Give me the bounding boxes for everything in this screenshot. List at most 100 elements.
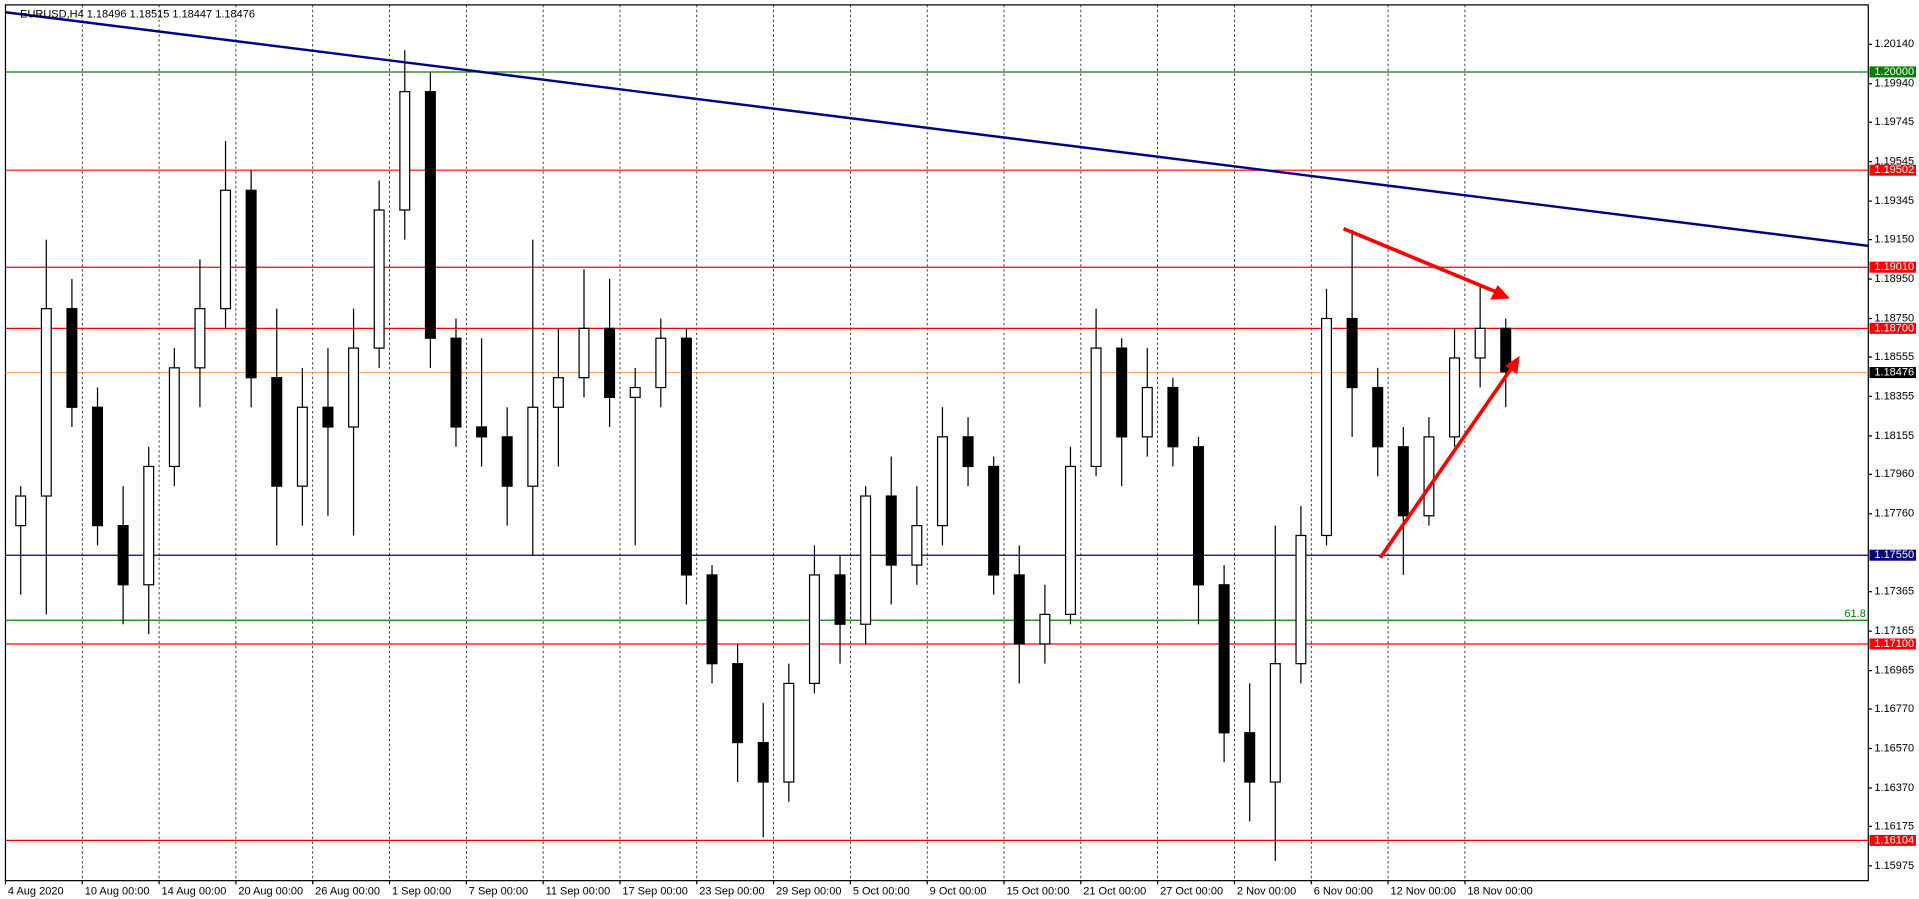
y-tick-label: 1.19345: [1874, 195, 1914, 207]
candle-body: [92, 406, 104, 527]
x-tick-label: 9 Oct 00:00: [930, 886, 987, 898]
y-tick-label: 1.18355: [1874, 390, 1914, 402]
candle-body: [399, 91, 411, 211]
arrow-down: [1342, 227, 1510, 300]
x-tick-label: 23 Sep 00:00: [699, 886, 764, 898]
x-tick-label: 12 Nov 00:00: [1391, 886, 1456, 898]
grid-layer: [81, 4, 1466, 881]
candle-body: [1474, 327, 1486, 359]
y-tick-label: 1.20140: [1874, 38, 1914, 50]
y-tick-label: 1.17760: [1874, 508, 1914, 520]
candle-body: [143, 465, 155, 586]
candle-body: [1090, 347, 1102, 468]
candle-body: [783, 682, 795, 783]
candle-body: [245, 189, 257, 379]
candles-layer: [15, 50, 1512, 861]
candle-body: [168, 367, 180, 468]
y-tick-label: 1.18750: [1874, 312, 1914, 324]
candle-body: [1423, 436, 1435, 517]
candle-body: [271, 377, 283, 487]
x-tick-label: 26 Aug 00:00: [315, 886, 380, 898]
level-label: 1.18700: [1874, 322, 1914, 334]
level-label-box: [1869, 549, 1916, 561]
candle-body: [1192, 446, 1205, 586]
level-label: 1.17550: [1874, 549, 1914, 561]
candle-body: [450, 337, 462, 428]
levels-layer: [5, 71, 1869, 842]
candle-body: [424, 91, 436, 339]
x-tick-label: 20 Aug 00:00: [238, 886, 303, 898]
level-label-box: [1869, 322, 1916, 334]
y-tick-label: 1.16570: [1874, 742, 1914, 754]
x-tick-label: 11 Sep 00:00: [546, 886, 611, 898]
x-tick-label: 17 Sep 00:00: [622, 886, 687, 898]
candle-body: [1013, 574, 1025, 645]
candle-body: [552, 377, 564, 408]
candle-body: [476, 426, 488, 438]
x-tick-label: 4 Aug 2020: [8, 886, 64, 898]
candle-body: [322, 406, 334, 428]
level-label: 61.8: [1844, 608, 1865, 620]
candle-body: [706, 574, 718, 665]
candle-body: [732, 663, 744, 744]
arrow-head: [1505, 355, 1520, 375]
level-label-box: [1869, 638, 1916, 650]
candle-body: [1449, 357, 1461, 438]
candle-body: [1321, 317, 1333, 537]
candle-body: [629, 386, 641, 399]
x-tick-label: 29 Sep 00:00: [776, 886, 841, 898]
level-label: 1.16104: [1874, 834, 1914, 846]
level-label: 1.20000: [1874, 66, 1914, 78]
candle-body: [527, 406, 539, 487]
x-tick-label: 5 Oct 00:00: [853, 886, 910, 898]
level-label-box: [1869, 367, 1916, 379]
candle-body: [834, 574, 846, 625]
candle-body: [1295, 534, 1307, 665]
candle-body: [117, 525, 129, 586]
arrow-head: [1490, 284, 1510, 300]
candle-body: [911, 525, 923, 566]
candle-body: [1500, 327, 1512, 373]
x-tick-label: 27 Oct 00:00: [1160, 886, 1223, 898]
y-tick-label: 1.19940: [1874, 78, 1914, 90]
candle-body: [936, 436, 948, 527]
y-tick-label: 1.16370: [1874, 782, 1914, 794]
x-tick-label: 15 Oct 00:00: [1006, 886, 1069, 898]
candle-body: [66, 308, 78, 408]
candle-body: [860, 495, 872, 625]
candle-body: [194, 308, 206, 369]
y-tick-label: 1.19545: [1874, 156, 1914, 168]
level-label-box: [1869, 66, 1916, 78]
candle-body: [808, 574, 820, 685]
candle-body: [655, 337, 667, 389]
x-tick-label: 10 Aug 00:00: [85, 886, 150, 898]
level-label: 1.17100: [1874, 638, 1914, 650]
candle-body: [757, 741, 769, 783]
candle-body: [501, 436, 513, 487]
candle-body: [1218, 584, 1230, 734]
x-tick-label: 21 Oct 00:00: [1083, 886, 1146, 898]
y-tick-label: 1.15975: [1874, 860, 1914, 872]
arrow-up: [1378, 355, 1520, 559]
candle-body: [1346, 317, 1358, 389]
x-tick-label: 14 Aug 00:00: [162, 886, 227, 898]
candle-body: [1244, 732, 1256, 783]
candle-body: [1141, 386, 1153, 438]
trend-line: [5, 11, 1869, 248]
x-tick-label: 7 Sep 00:00: [469, 886, 528, 898]
candle-body: [578, 327, 590, 379]
candle-body: [1064, 465, 1076, 615]
candle-body: [348, 347, 360, 428]
candle-body: [1039, 613, 1051, 645]
y-tick-label: 1.19150: [1874, 234, 1914, 246]
y-tick-label: 1.16965: [1874, 664, 1914, 676]
candle-body: [962, 436, 974, 468]
candle-body: [604, 327, 616, 399]
x-tick-label: 18 Nov 00:00: [1467, 886, 1532, 898]
candle-body: [988, 465, 1000, 576]
y-tick-label: 1.17960: [1874, 468, 1914, 480]
arrow-shaft: [1378, 365, 1514, 559]
y-tick-label: 1.18155: [1874, 430, 1914, 442]
